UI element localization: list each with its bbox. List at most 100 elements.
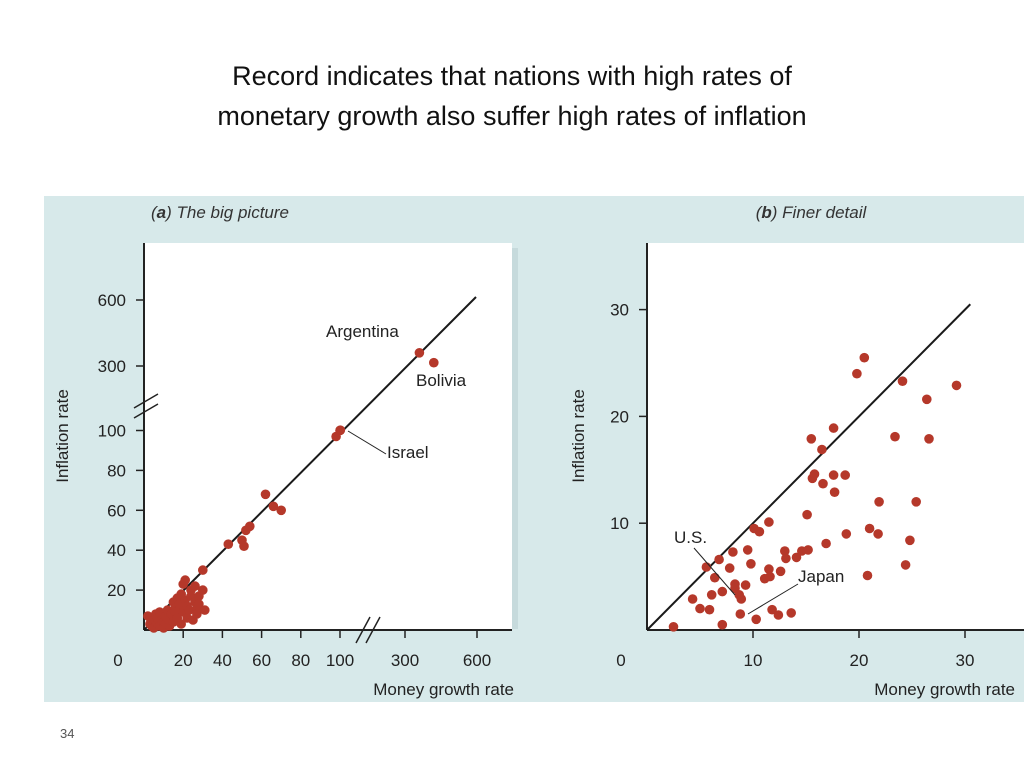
- panel-b-data-point: [735, 609, 746, 619]
- panel-b-data-point: [736, 594, 747, 604]
- panel-b-data-point: [828, 423, 839, 433]
- panel-a-x-break-mark-2: [365, 616, 381, 644]
- panel-a-data-point: [276, 505, 286, 516]
- panel-b-title-text: Finer detail: [782, 203, 867, 222]
- panel-b-data-point: [806, 434, 817, 444]
- panel-b-title: (b) Finer detail: [756, 203, 868, 222]
- panel-a-xlabel: Money growth rate: [373, 680, 514, 699]
- panel-b-data-point: [791, 552, 802, 563]
- annotation-israel-leader: [347, 430, 387, 455]
- panel-b-data-point: [740, 580, 751, 590]
- panel-b-y-tick-label: 20: [610, 407, 629, 426]
- slide-title: Record indicates that nations with high …: [0, 56, 1024, 136]
- figure-panels: (a) The big picture 0 20 40 60 80 100 300 600 2…: [44, 196, 1024, 702]
- panel-a-data-point: [194, 599, 204, 609]
- panel-b-data-point: [841, 529, 852, 539]
- panel-b-data-point: [746, 559, 756, 569]
- annotation-us-leader: [693, 547, 736, 596]
- panel-a-x-tick-label: 100: [326, 651, 354, 670]
- panel-a-y-break-mark-1: [133, 393, 159, 409]
- annotation-israel: Israel: [387, 443, 429, 462]
- panel-a-data-point: [223, 539, 234, 549]
- panel-b-y-ticks: 10 20 30: [610, 301, 647, 533]
- panel-a-data-point: [190, 581, 200, 591]
- panel-b-x-tick-label: 0: [616, 651, 625, 670]
- panel-b-points: [668, 352, 962, 632]
- panel-b-data-point: [905, 535, 915, 546]
- panel-b-ylabel: Inflation rate: [569, 389, 588, 483]
- panel-b-x-tick-label: 30: [956, 651, 975, 670]
- panel-b-data-point: [859, 352, 870, 363]
- panel-a-title: (a) The big picture: [151, 203, 289, 222]
- panel-a-y-tick-label: 600: [98, 291, 126, 310]
- slide-title-line-2: monetary growth also suffer high rates o…: [217, 101, 807, 131]
- panel-a-x-tick-label: 600: [463, 651, 491, 670]
- panel-a-data-point: [198, 585, 208, 595]
- panel-a-data-point: [198, 565, 208, 575]
- panel-a-data-point: [176, 619, 186, 629]
- panel-b-data-point: [717, 619, 728, 630]
- panel-b-data-point: [765, 571, 775, 582]
- panel-b-data-point: [781, 553, 791, 564]
- panel-b-data-point: [803, 545, 813, 555]
- panel-b-data-point: [911, 497, 921, 507]
- panel-b-data-point: [897, 376, 908, 386]
- panel-b-data-point: [751, 614, 761, 625]
- panel-a-x-ticks: 0 20 40 60 80 100 300 600: [113, 630, 491, 670]
- panel-b-data-point: [809, 469, 820, 479]
- panel-b-data-point: [764, 517, 774, 527]
- panel-a: (a) The big picture 0 20 40 60 80 100 300 600 2…: [53, 203, 518, 699]
- panel-b-data-point: [874, 497, 884, 507]
- panel-a-y-tick-label: 20: [107, 581, 126, 600]
- panel-a-label-open: (: [151, 203, 159, 222]
- panel-b-data-point: [695, 603, 705, 614]
- panel-a-y-ticks: 20 40 60 80 100 300 600: [98, 291, 144, 600]
- panel-b-data-point: [764, 564, 774, 574]
- panel-b-xlabel: Money growth rate: [874, 680, 1015, 699]
- annotation-bolivia: Bolivia: [416, 371, 467, 390]
- panel-a-data-point: [245, 521, 255, 532]
- panel-b-data-point: [687, 594, 698, 604]
- panel-b-data-point: [704, 604, 715, 615]
- panel-b-data-point: [900, 560, 911, 570]
- panel-b-data-point: [862, 570, 873, 581]
- panel-b-data-point: [802, 509, 812, 520]
- panel-a-data-point: [239, 541, 249, 551]
- panel-a-y-tick-label: 100: [98, 422, 126, 441]
- panel-b-y-tick-label: 30: [610, 301, 629, 320]
- panel-a-x-tick-label: 20: [174, 651, 193, 670]
- panel-b-data-point: [717, 586, 728, 597]
- panel-a-data-point: [260, 489, 271, 500]
- panel-b-data-point: [829, 487, 840, 498]
- panel-b-data-point: [840, 470, 850, 480]
- panel-a-points: [143, 348, 439, 633]
- panel-b-x-tick-label: 10: [744, 651, 763, 670]
- panel-b-data-point: [773, 610, 784, 620]
- panel-a-data-point: [200, 605, 210, 615]
- annotation-japan: Japan: [798, 567, 844, 586]
- annotation-us: U.S.: [674, 528, 707, 547]
- panel-b-data-point: [786, 608, 796, 618]
- panel-a-x-tick-label: 80: [291, 651, 310, 670]
- panel-a-title-text: The big picture: [177, 203, 289, 222]
- panel-b-reference-line: [646, 303, 972, 631]
- panel-b-annotations: U.S. Japan: [674, 528, 844, 615]
- panel-b-x-ticks: 0 10 20 30: [616, 630, 974, 670]
- panel-a-data-point: [180, 575, 190, 585]
- panel-a-y-tick-label: 300: [98, 357, 126, 376]
- panel-a-x-break-mark-1: [355, 616, 371, 644]
- panel-b-label: b: [761, 203, 771, 222]
- panel-b-data-point: [775, 566, 786, 577]
- panel-b-data-point: [890, 431, 900, 442]
- panel-a-label: a: [157, 203, 166, 222]
- panel-b-data-point: [668, 622, 679, 632]
- panel-a-axis-breaks: [133, 393, 381, 644]
- panel-b-data-point: [710, 572, 720, 583]
- panel-b-y-tick-label: 10: [610, 514, 629, 533]
- annotation-japan-leader: [747, 583, 799, 615]
- panel-b-data-point: [701, 562, 712, 572]
- panel-b-data-point: [818, 478, 828, 489]
- panel-a-annotations: Argentina Bolivia Israel: [326, 322, 467, 462]
- panel-a-y-break-mark-2: [133, 403, 159, 419]
- panel-a-data-point: [429, 357, 439, 368]
